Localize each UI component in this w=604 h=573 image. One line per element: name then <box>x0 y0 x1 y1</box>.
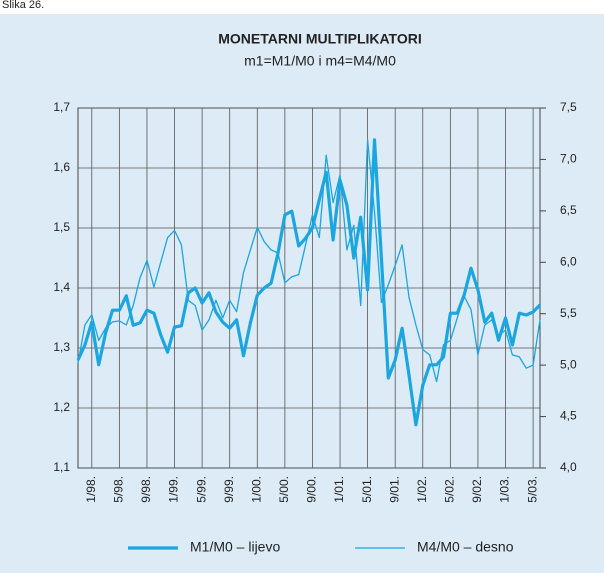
x-tick-label: 1/00. <box>249 476 263 503</box>
y2-tick-label: 6,5 <box>560 203 577 217</box>
x-tick-label: 1/98. <box>84 476 98 503</box>
y2-tick-label: 7,0 <box>560 152 577 166</box>
y-tick-label: 1,3 <box>53 340 70 354</box>
x-tick-label: 1/02. <box>415 476 429 503</box>
x-tick-label: 5/01. <box>360 476 374 503</box>
x-tick-label: 9/01. <box>387 476 401 503</box>
legend-label: M4/M0 – desno <box>417 539 514 555</box>
x-tick-label: 9/02. <box>470 476 484 503</box>
y2-tick-label: 6,0 <box>560 254 577 268</box>
chart-subtitle: m1=M1/M0 i m4=M4/M0 <box>244 53 396 69</box>
figure-label: Slika 26. <box>2 0 44 11</box>
x-tick-label: 5/00. <box>277 476 291 503</box>
x-tick-label: 1/03. <box>498 476 512 503</box>
series-line <box>77 139 541 383</box>
legend-label: M1/M0 – lijevo <box>190 539 280 555</box>
x-tick-label: 5/99. <box>194 476 208 503</box>
y-tick-label: 1,1 <box>53 460 70 474</box>
x-tick-label: 9/99. <box>222 476 236 503</box>
y2-tick-label: 4,0 <box>560 460 577 474</box>
x-tick-label: 5/02. <box>443 476 457 503</box>
x-tick-label: 9/00. <box>305 476 319 503</box>
y-tick-label: 1,2 <box>53 400 70 414</box>
x-tick-label: 5/98. <box>112 476 126 503</box>
y-tick-label: 1,5 <box>53 220 70 234</box>
x-tick-label: 1/99. <box>167 476 181 503</box>
y2-tick-label: 4,5 <box>560 409 577 423</box>
y-tick-label: 1,4 <box>53 280 70 294</box>
background <box>0 14 604 573</box>
y2-tick-label: 7,5 <box>560 100 577 114</box>
y2-tick-label: 5,5 <box>560 306 577 320</box>
y2-tick-label: 5,0 <box>560 357 577 371</box>
x-tick-label: 1/01. <box>332 476 346 503</box>
x-tick-label: 9/98. <box>139 476 153 503</box>
y-tick-label: 1,7 <box>53 100 70 114</box>
y-tick-label: 1,6 <box>53 160 70 174</box>
x-tick-label: 5/03. <box>525 476 539 503</box>
chart-title: MONETARNI MULTIPLIKATORI <box>218 31 422 47</box>
